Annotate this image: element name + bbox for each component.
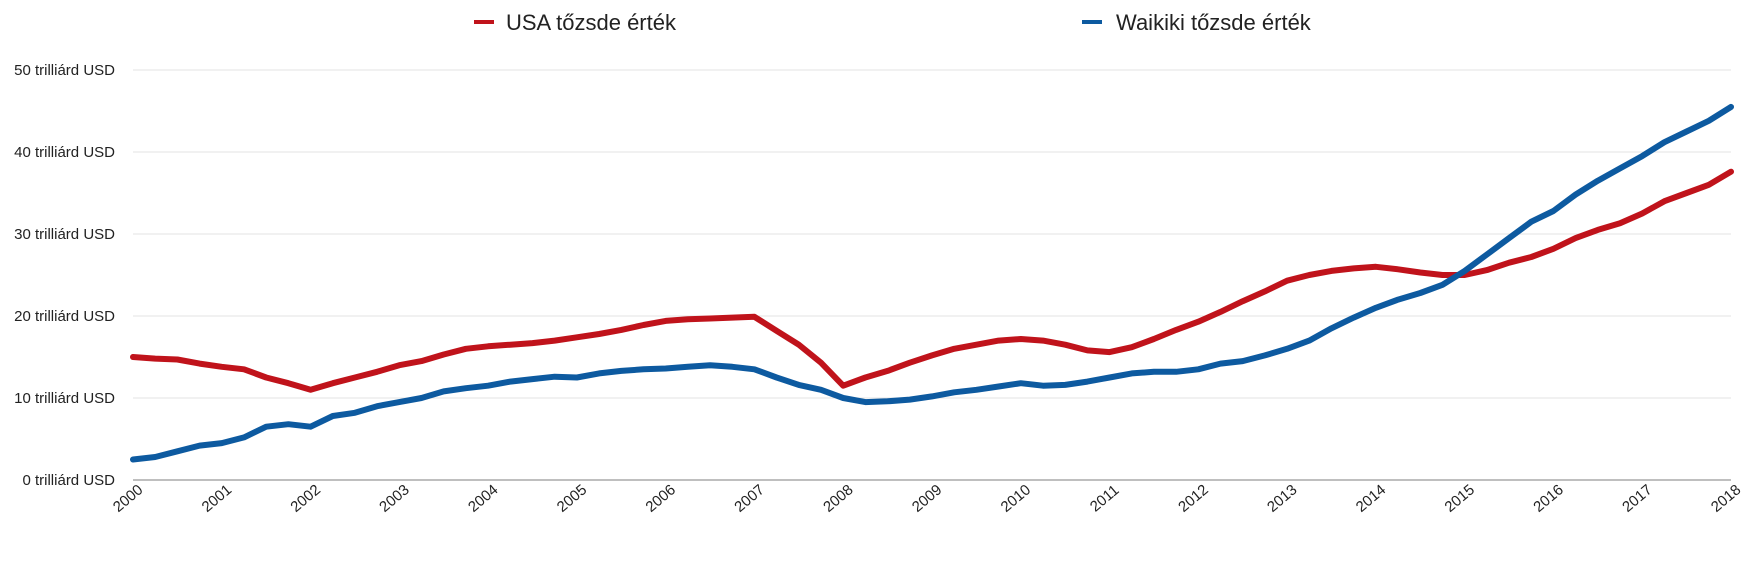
x-tick-label: 2015 <box>1442 481 1478 515</box>
y-tick-label: 20 trilliárd USD <box>14 308 115 325</box>
legend-label-waikiki: Waikiki tőzsde érték <box>1116 10 1312 35</box>
y-tick-label: 50 trilliárd USD <box>14 62 115 79</box>
x-tick-label: 2009 <box>909 481 945 515</box>
x-tick-label: 2013 <box>1264 481 1300 515</box>
legend-label-usa: USA tőzsde érték <box>506 10 677 35</box>
series-line-waikiki <box>130 103 1734 463</box>
x-tick-label: 2003 <box>376 481 412 515</box>
x-tick-label: 2010 <box>998 481 1034 515</box>
y-tick-label: 40 trilliárd USD <box>14 144 115 161</box>
x-tick-label: 2011 <box>1087 482 1123 516</box>
x-tick-label: 2012 <box>1175 481 1211 515</box>
series-lines <box>130 103 1734 463</box>
x-tick-label: 2002 <box>287 481 323 515</box>
x-tick-label: 2007 <box>731 481 767 515</box>
x-tick-label: 2005 <box>554 481 590 515</box>
series-line-usa <box>130 168 1734 393</box>
x-tick-label: 2001 <box>199 481 235 515</box>
x-tick-label: 2016 <box>1530 481 1566 515</box>
y-tick-label: 10 trilliárd USD <box>14 390 115 407</box>
x-axis-tick-labels: 2000 2001 2002 2003 2004 2005 2006 2007 2008 2009… <box>110 481 1744 515</box>
x-tick-label: 2006 <box>643 481 679 515</box>
x-tick-label: 2008 <box>820 481 856 515</box>
y-axis-tick-labels: 0 trilliárd USD 10 trilliárd USD 20 trilli… <box>14 62 115 489</box>
y-tick-label: 30 trilliárd USD <box>14 226 115 243</box>
x-tick-label: 2018 <box>1708 481 1744 515</box>
grid-lines <box>133 69 1731 399</box>
x-tick-label: 2017 <box>1619 481 1655 515</box>
legend: USA tőzsde érték Waikiki tőzsde érték <box>474 10 1312 35</box>
y-tick-label: 0 trilliárd USD <box>22 472 115 489</box>
x-tick-label: 2000 <box>110 481 146 515</box>
x-tick-label: 2004 <box>465 481 501 515</box>
x-tick-label: 2014 <box>1353 481 1389 515</box>
